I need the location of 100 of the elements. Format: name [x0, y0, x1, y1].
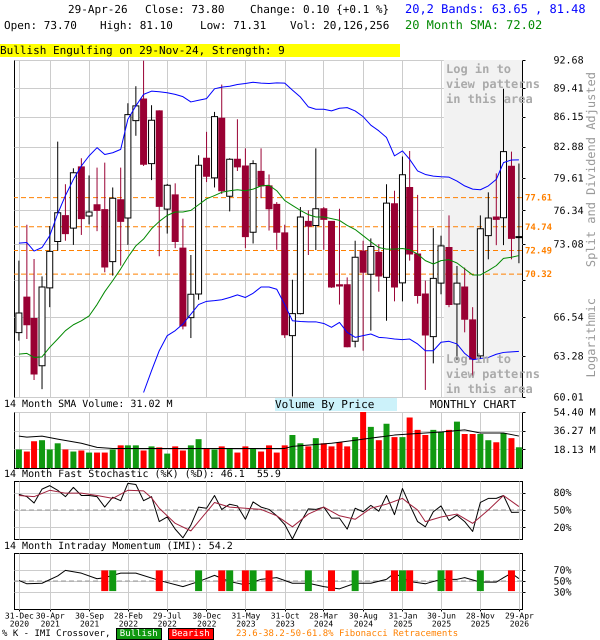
- line-series: [18, 570, 520, 590]
- y-tick-label: 89.41: [554, 83, 584, 94]
- bar: [376, 440, 382, 468]
- bar: [62, 449, 68, 468]
- candlestick: [203, 131, 210, 183]
- chart-title: 14 Month Fast Stochastic (%K) (%D): 46.1 55.9: [4, 469, 281, 480]
- line-series: [18, 429, 520, 449]
- bar: [78, 450, 84, 468]
- bar: [360, 412, 366, 468]
- y-tick-label: 73.08: [554, 240, 584, 251]
- bar: [305, 446, 312, 468]
- x-tick-label: 30-Jun 2025: [427, 612, 456, 628]
- x-tick-label: 28-Mar 2024: [309, 612, 338, 628]
- candlestick: [375, 244, 382, 292]
- chart-title: Bullish Engulfing on 29-Nov-24, Strength: 9: [0, 44, 400, 57]
- bar: [414, 430, 421, 468]
- text: Vol: 20,126,256: [290, 19, 390, 32]
- bar: [118, 445, 124, 468]
- x-tick-label: 28-Feb 2022: [114, 612, 144, 628]
- x-tick-label: 31-Jan 2025: [388, 612, 418, 628]
- bar: [282, 445, 288, 468]
- text: 23.6-38.2-50-61.8% Fibonacci Retracements: [236, 629, 458, 640]
- x-tick-label: 28-Nov 2025: [466, 612, 495, 628]
- text: Logarithmic: [584, 298, 598, 378]
- ref-line-label: 77.61: [525, 194, 552, 204]
- bar: [384, 424, 390, 468]
- bar: [110, 449, 116, 468]
- bar: [352, 437, 358, 468]
- line-series: [18, 490, 520, 532]
- bar: [516, 447, 522, 468]
- bar: [470, 434, 476, 468]
- candlestick: [304, 210, 312, 256]
- y-tick-label: 54.40 M: [554, 408, 596, 418]
- y-tick-label: 36.27 M: [554, 426, 596, 438]
- bar: [180, 450, 186, 468]
- bar: [70, 452, 76, 468]
- candlestick: [164, 183, 171, 234]
- y-tick-label: 30%: [554, 588, 572, 599]
- bar: [312, 438, 319, 468]
- bar: [462, 434, 468, 468]
- bar: [422, 435, 428, 468]
- bar: [86, 452, 92, 468]
- bar: [16, 449, 22, 468]
- y-tick-label: 80%: [554, 488, 572, 500]
- x-tick-label: 30-Aug 2024: [348, 612, 378, 628]
- bar: [204, 448, 210, 468]
- bar: [399, 437, 406, 468]
- bar: [124, 445, 131, 468]
- ref-line-label: 74.74: [525, 222, 553, 233]
- text: Open: 73.70: [4, 19, 77, 32]
- x-tick-label: 29-Apr 2026: [504, 612, 534, 628]
- bar: [218, 446, 225, 468]
- bar: [164, 454, 170, 468]
- bar: [508, 438, 514, 468]
- y-tick-label: 92.68: [554, 56, 584, 66]
- y-tick-label: 79.61: [554, 173, 584, 184]
- bar: [156, 447, 162, 468]
- bar: [102, 452, 108, 468]
- text: High: 81.10: [100, 19, 173, 32]
- ref-line-label: 72.49: [525, 246, 552, 257]
- candlestick: [117, 167, 124, 266]
- y-tick-label: 66.54: [554, 312, 584, 324]
- bar: [172, 446, 178, 468]
- candlestick: [360, 240, 367, 352]
- y-tick-label: 18.13 M: [554, 444, 596, 456]
- bar: [493, 442, 500, 468]
- bar: [148, 446, 155, 468]
- text: 29-Apr-26: [68, 3, 128, 16]
- candlestick: [320, 206, 328, 250]
- bar: [297, 443, 304, 468]
- y-tick-label: 50%: [554, 576, 572, 588]
- bar: [391, 437, 398, 468]
- candlestick: [492, 172, 500, 246]
- text: MONTHLY CHART: [430, 398, 516, 411]
- x-tick-label: 29-Jul 2022: [152, 612, 182, 628]
- text: Low: 71.31: [200, 19, 266, 32]
- bar: [132, 445, 139, 468]
- legend-title: % K - IMI Crossover,: [2, 629, 112, 639]
- x-tick-label: 31-Dec 2020: [4, 612, 34, 628]
- bar: [500, 433, 506, 468]
- bar: [477, 434, 484, 468]
- x-tick-label: 30-Sep 2021: [75, 612, 104, 628]
- bar: [242, 446, 248, 468]
- y-tick-label: 70%: [554, 565, 572, 576]
- bar: [54, 443, 61, 468]
- text: Volume By Price: [275, 398, 397, 411]
- x-tick-label: 31-May 2023: [231, 612, 261, 628]
- line-series: [18, 482, 520, 540]
- bar: [250, 448, 256, 468]
- bar: [226, 448, 233, 468]
- bar: [234, 452, 240, 468]
- chart-title: 14 Month Intraday Momentum (IMI): 54.2: [4, 541, 233, 552]
- y-axis-title: Split and Dividend Adjusted: [584, 72, 598, 268]
- chart-title: 14 Month SMA Volume: 31.02 M: [4, 399, 173, 410]
- bar: [485, 440, 492, 468]
- text: 20 Month SMA: 72.02: [405, 18, 542, 32]
- bar: [406, 418, 413, 468]
- x-tick-label: 31-Oct 2023: [270, 612, 300, 628]
- candlestick: [86, 174, 93, 225]
- bar: [368, 426, 374, 468]
